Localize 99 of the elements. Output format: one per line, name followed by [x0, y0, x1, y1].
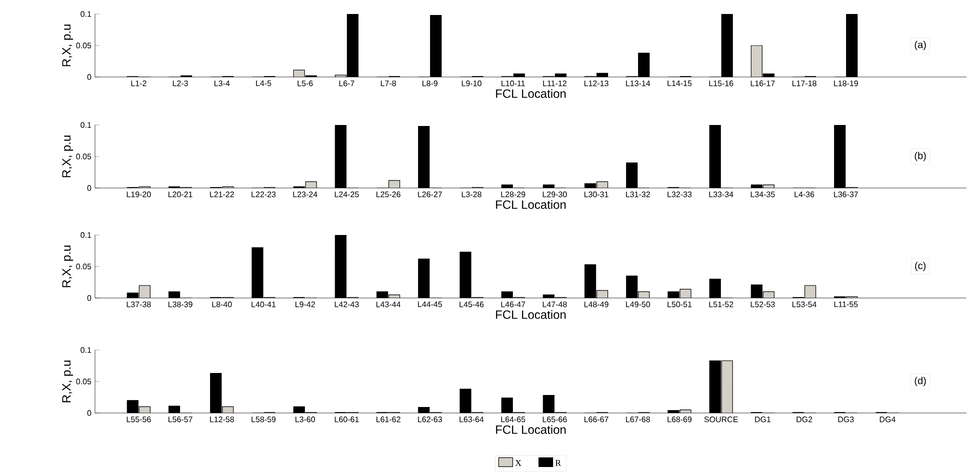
x-tick-label: L1-2 [131, 80, 146, 86]
x-tick-label: L49-50 [626, 302, 650, 308]
x-tick-label: DG4 [880, 416, 896, 422]
x-tick-label: L40-41 [252, 302, 276, 308]
x-tick-label: L19-20 [126, 192, 151, 198]
x-tick-label: L43-44 [376, 302, 400, 308]
x-tick-label: L17-18 [792, 80, 816, 86]
x-tick-label: L18-19 [834, 80, 858, 86]
x-tick-label: L38-39 [168, 302, 192, 308]
x-tick-label: L61-62 [376, 416, 400, 422]
y-tick-label: 0.05 [76, 378, 92, 384]
text: (a) [914, 40, 926, 50]
x-tick-label: DG1 [755, 416, 771, 422]
x-tick-label: L34-35 [750, 192, 775, 198]
x-tick-label: L37-38 [126, 302, 151, 308]
legend-label: R [555, 460, 562, 466]
x-tick-label: L45-46 [460, 302, 484, 308]
x-tick-label: DG3 [838, 416, 854, 422]
x-tick-label: L29-30 [542, 192, 567, 198]
x-tick-label: L42-43 [334, 302, 359, 308]
x-tick-label: L65-66 [542, 416, 567, 422]
x-tick-label: L20-21 [168, 192, 192, 198]
text: (d) [914, 376, 926, 386]
y-tick-label: 0 [87, 410, 92, 416]
x-tick-label: L48-49 [584, 302, 608, 308]
x-tick-label: L2-3 [172, 80, 188, 86]
x-tick-label: L13-14 [626, 80, 650, 86]
x-tick-label: L28-29 [501, 192, 526, 198]
x-tick-label: L15-16 [709, 80, 734, 86]
x-tick-label: L14-15 [668, 80, 692, 86]
x-tick-label: L6-7 [339, 80, 354, 86]
x-tick-label: L4-5 [256, 80, 272, 86]
x-tick-label: L31-32 [626, 192, 650, 198]
y-tick-label: 0.1 [80, 232, 92, 238]
x-tick-label: L9-42 [296, 302, 315, 308]
x-tick-label: L3-28 [462, 192, 482, 198]
y-tick-label: 0.1 [80, 122, 92, 128]
x-tick-label: L50-51 [668, 302, 692, 308]
y-tick-label: 0.1 [80, 347, 92, 353]
legend-label: X [515, 460, 522, 466]
x-tick-label: L24-25 [334, 192, 359, 198]
x-tick-label: SOURCE [704, 416, 738, 422]
x-tick-label: L36-37 [834, 192, 858, 198]
x-tick-label: L66-67 [584, 416, 608, 422]
y-tick-label: 0 [87, 295, 92, 301]
x-axis-title: FCL Location [496, 425, 566, 434]
x-tick-label: L58-59 [252, 416, 276, 422]
x-tick-label: L25-26 [376, 192, 400, 198]
x-tick-label: L5-6 [298, 80, 313, 86]
x-tick-label: L3-60 [296, 416, 315, 422]
y-tick-label: 0.05 [76, 42, 92, 48]
y-axis-title: R,X, p.u [62, 24, 74, 66]
x-tick-label: L7-8 [380, 80, 396, 86]
y-axis-title: R,X, p.u [62, 136, 74, 178]
x-axis-title: FCL Location [496, 200, 566, 209]
y-tick-label: 0 [87, 74, 92, 80]
y-tick-label: 0.1 [80, 11, 92, 17]
x-tick-label: L53-54 [792, 302, 816, 308]
x-tick-label: L16-17 [750, 80, 775, 86]
x-axis-title: FCL Location [496, 89, 566, 98]
text: (c) [915, 262, 926, 272]
x-tick-label: L22-23 [252, 192, 276, 198]
x-tick-label: L33-34 [709, 192, 734, 198]
x-tick-label: L23-24 [293, 192, 318, 198]
x-tick-label: L63-64 [460, 416, 484, 422]
x-tick-label: L10-11 [502, 80, 525, 86]
x-tick-label: L67-68 [626, 416, 650, 422]
x-tick-label: L26-27 [418, 192, 442, 198]
x-tick-label: L55-56 [126, 416, 151, 422]
x-tick-label: L21-22 [210, 192, 234, 198]
x-tick-label: L8-40 [212, 302, 232, 308]
x-tick-label: DG2 [796, 416, 812, 422]
x-tick-label: L12-58 [210, 416, 234, 422]
x-tick-label: L44-45 [418, 302, 442, 308]
x-tick-label: L46-47 [501, 302, 526, 308]
y-tick-label: 0.05 [76, 154, 92, 160]
x-axis-title: FCL Location [496, 310, 566, 319]
x-tick-label: L56-57 [168, 416, 192, 422]
x-tick-label: L60-61 [334, 416, 359, 422]
x-tick-label: L8-9 [422, 80, 438, 86]
x-tick-label: L11-55 [834, 302, 858, 308]
x-tick-label: L64-65 [501, 416, 526, 422]
x-tick-label: L52-53 [750, 302, 775, 308]
x-tick-label: L51-52 [709, 302, 734, 308]
x-tick-label: L11-12 [543, 80, 566, 86]
y-tick-label: 0 [87, 185, 92, 191]
text: (b) [914, 152, 926, 162]
x-tick-label: L9-10 [462, 80, 482, 86]
x-tick-label: L3-4 [214, 80, 230, 86]
x-tick-label: L32-33 [668, 192, 692, 198]
x-tick-label: L62-63 [418, 416, 442, 422]
x-tick-label: L47-48 [542, 302, 567, 308]
x-tick-label: L30-31 [584, 192, 608, 198]
y-axis-title: R,X, p.u [62, 360, 74, 402]
x-tick-label: L4-36 [794, 192, 814, 198]
x-tick-label: L68-69 [668, 416, 692, 422]
y-axis-title: R,X, p.u [62, 246, 74, 288]
y-tick-label: 0.05 [76, 264, 92, 270]
x-tick-label: L12-13 [584, 80, 608, 86]
